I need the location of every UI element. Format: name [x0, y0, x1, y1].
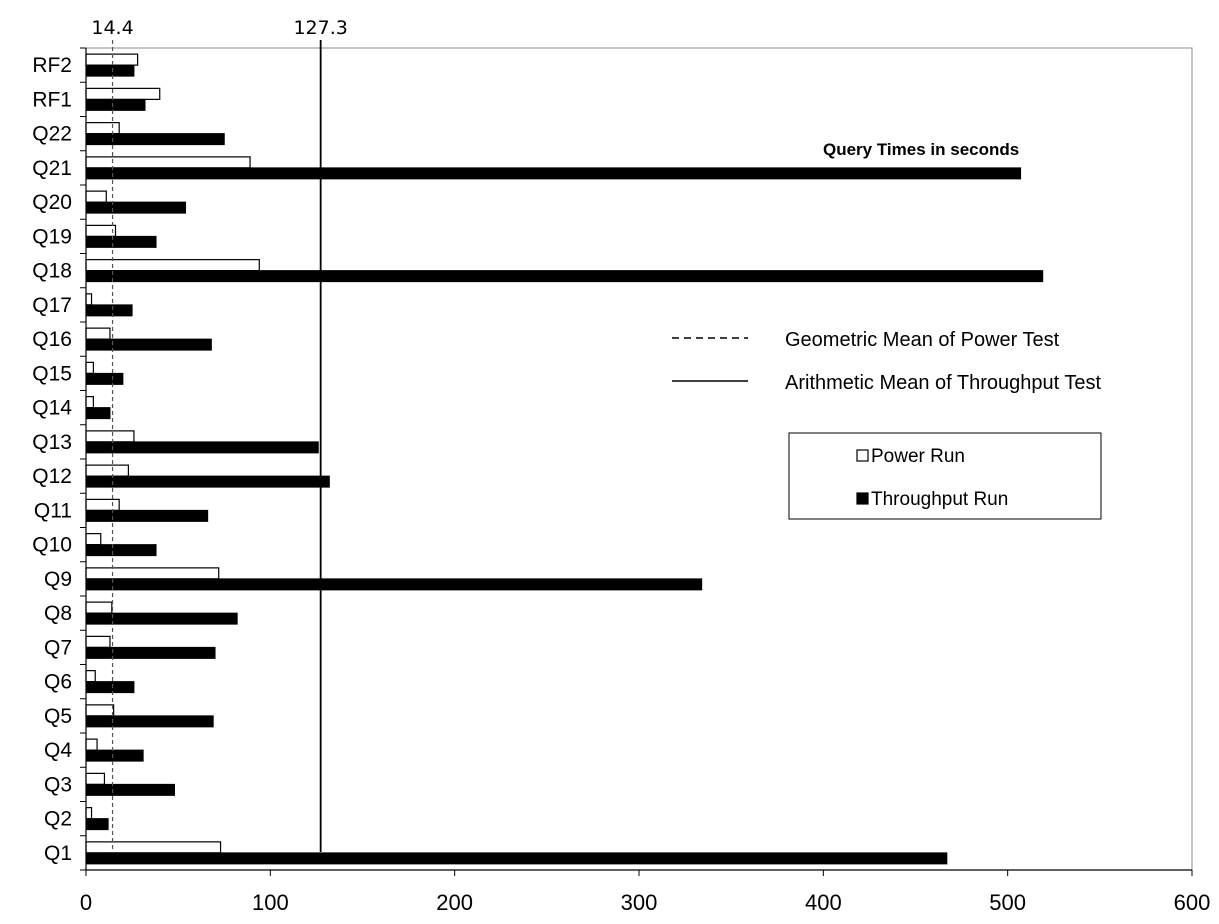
- category-label-rf1: RF1: [32, 88, 72, 111]
- category-label-q5: Q5: [44, 705, 72, 728]
- category-labels: Q1 Q2 Q3 Q4 Q5 Q6 Q7 Q8 Q9 Q10 Q11 Q12 Q13 Q14 Q15 Q16 Q…: [32, 54, 72, 865]
- bar-throughput-q1: [85, 852, 948, 865]
- x-tick-label-0: 0: [80, 890, 92, 915]
- bar-power-q14: [85, 396, 94, 409]
- bar-power-q7: [85, 635, 111, 648]
- bars-group: [85, 53, 1044, 865]
- category-label-q9: Q9: [44, 568, 72, 591]
- category-label-q14: Q14: [32, 397, 72, 420]
- bar-throughput-q8: [85, 612, 238, 625]
- axes-group: [80, 47, 1193, 876]
- legend-throughput-label: Throughput Run: [871, 489, 1008, 510]
- bar-throughput-q10: [85, 544, 157, 557]
- reference-lines: 14.4 127.3: [91, 17, 348, 852]
- category-label-q20: Q20: [32, 191, 72, 214]
- annotation-text: Query Times in seconds: [823, 140, 1019, 159]
- bar-power-q9: [85, 567, 220, 580]
- category-label-q10: Q10: [32, 534, 72, 557]
- category-label-q6: Q6: [44, 671, 72, 694]
- bar-throughput-q19: [85, 235, 157, 248]
- bar-power-q4: [85, 738, 98, 751]
- bar-power-q10: [85, 533, 102, 546]
- category-label-q21: Q21: [32, 157, 72, 180]
- bar-throughput-q12: [85, 475, 330, 488]
- x-tick-label-100: 100: [252, 890, 289, 915]
- bar-power-q2: [85, 807, 93, 820]
- legend-power-swatch: [856, 449, 869, 462]
- bar-power-q8: [85, 601, 113, 614]
- bar-power-q22: [85, 122, 120, 135]
- category-label-q19: Q19: [32, 225, 72, 248]
- bar-throughput-q21: [85, 167, 1022, 180]
- bar-throughput-q15: [85, 372, 124, 385]
- bar-power-q17: [85, 293, 93, 306]
- category-label-q2: Q2: [44, 808, 72, 831]
- bar-power-q15: [85, 361, 94, 374]
- bar-throughput-q22: [85, 133, 225, 146]
- category-label-q22: Q22: [32, 123, 72, 146]
- bar-power-q12: [85, 464, 129, 477]
- reference-label-geometric-mean: 14.4: [91, 17, 133, 39]
- bar-throughput-q16: [85, 338, 212, 351]
- legend-arithmean-label: Arithmetic Mean of Throughput Test: [785, 372, 1102, 394]
- legend-power-label: Power Run: [871, 446, 965, 467]
- bar-throughput-q6: [85, 681, 135, 694]
- category-label-q18: Q18: [32, 260, 72, 283]
- bar-power-q19: [85, 224, 117, 237]
- x-tick-label-600: 600: [1174, 890, 1211, 915]
- x-tick-label-400: 400: [805, 890, 842, 915]
- bar-throughput-q2: [85, 818, 109, 831]
- bar-power-rf2: [85, 53, 139, 66]
- bar-throughput-q9: [85, 578, 703, 591]
- bar-power-q20: [85, 190, 107, 203]
- category-label-q15: Q15: [32, 362, 72, 385]
- bar-power-q6: [85, 670, 96, 683]
- category-label-q4: Q4: [44, 739, 72, 762]
- category-label-q12: Q12: [32, 465, 72, 488]
- legend-geomean-label: Geometric Mean of Power Test: [785, 329, 1060, 351]
- category-label-q7: Q7: [44, 636, 72, 659]
- bar-throughput-rf2: [85, 64, 135, 77]
- bar-power-q11: [85, 498, 120, 511]
- bar-throughput-q14: [85, 407, 111, 420]
- series-legend-box: [788, 432, 1102, 520]
- bar-power-q13: [85, 430, 135, 443]
- x-tick-label-200: 200: [436, 890, 473, 915]
- tick-labels: 0 100 200 300 400 500 600: [80, 890, 1210, 915]
- bar-throughput-q4: [85, 749, 144, 762]
- bar-throughput-q7: [85, 646, 216, 659]
- bar-power-q1: [85, 841, 222, 854]
- bar-power-q3: [85, 772, 106, 785]
- category-label-q17: Q17: [32, 294, 72, 317]
- reference-label-arithmetic-mean: 127.3: [293, 17, 347, 39]
- bar-power-q21: [85, 156, 251, 169]
- x-tick-label-300: 300: [621, 890, 658, 915]
- category-label-q11: Q11: [34, 499, 72, 522]
- bar-throughput-q5: [85, 715, 214, 728]
- category-label-q16: Q16: [32, 328, 72, 351]
- category-label-q3: Q3: [44, 773, 72, 796]
- bar-throughput-rf1: [85, 98, 146, 111]
- x-tick-label-500: 500: [989, 890, 1026, 915]
- bar-throughput-q20: [85, 201, 187, 214]
- bar-throughput-q11: [85, 509, 209, 522]
- category-label-q1: Q1: [44, 842, 72, 865]
- bar-throughput-q17: [85, 304, 133, 317]
- bar-power-q5: [85, 704, 115, 717]
- category-label-rf2: RF2: [32, 54, 72, 77]
- bar-throughput-q13: [85, 441, 319, 454]
- bar-power-rf1: [85, 87, 161, 100]
- bar-throughput-q3: [85, 783, 175, 796]
- legend-throughput-swatch: [856, 492, 869, 505]
- bar-power-q16: [85, 327, 111, 340]
- bar-throughput-q18: [85, 270, 1044, 283]
- category-label-q13: Q13: [32, 431, 72, 454]
- category-label-q8: Q8: [44, 602, 72, 625]
